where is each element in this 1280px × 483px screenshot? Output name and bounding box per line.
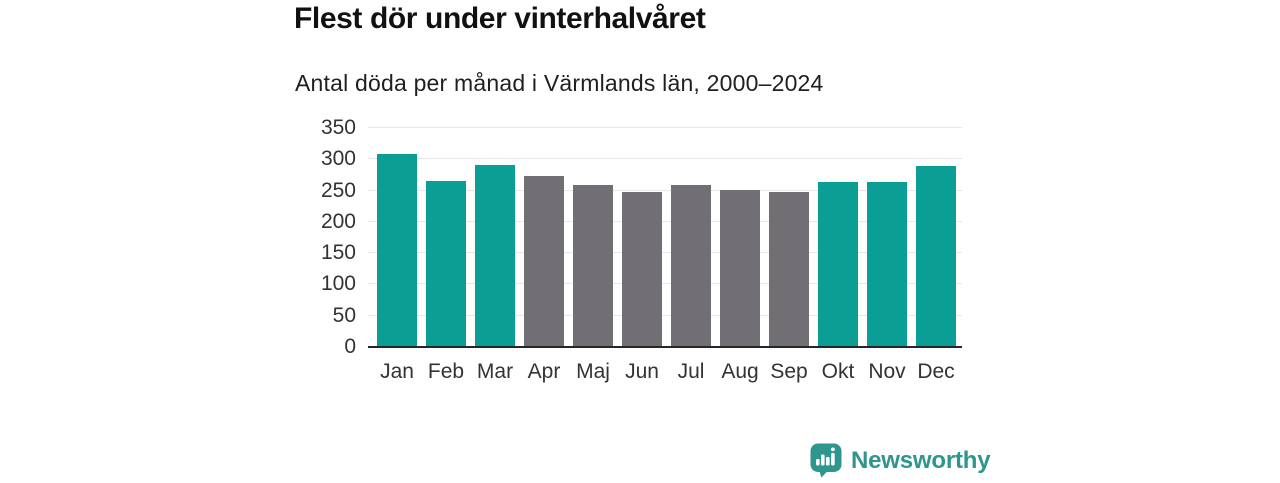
y-tick-label: 350 xyxy=(320,116,356,139)
y-tick-label: 150 xyxy=(320,241,356,265)
gridline xyxy=(368,158,962,160)
gridline xyxy=(368,252,962,254)
x-axis-line xyxy=(368,346,962,348)
bar-jan xyxy=(377,153,417,347)
x-tick-label: Feb xyxy=(427,360,465,383)
x-tick-label: Sep xyxy=(770,360,808,383)
newsworthy-wordmark: Newsworthy xyxy=(851,446,991,474)
x-tick-label: Apr xyxy=(527,360,561,383)
y-tick-label: 300 xyxy=(320,147,356,171)
x-tick-label: Maj xyxy=(576,360,610,383)
y-tick-label: 100 xyxy=(320,272,356,296)
newsworthy-speech-bubble-barchart-icon xyxy=(810,443,842,478)
y-tick-label: 0 xyxy=(344,335,356,358)
gridline xyxy=(368,283,962,285)
gridline xyxy=(368,314,962,316)
bar-jul xyxy=(671,184,711,347)
chart-title: Flest dör under vinterhalvåret xyxy=(294,2,706,35)
newsworthy-logo[interactable]: Newsworthy xyxy=(810,443,991,478)
gridline xyxy=(368,127,962,128)
bar-aug xyxy=(720,189,760,347)
gridline xyxy=(368,189,962,191)
x-tick-label: Nov xyxy=(868,360,906,383)
x-tick-label: Jul xyxy=(677,360,705,383)
y-tick-label: 200 xyxy=(320,209,356,233)
bar-nov xyxy=(867,181,907,347)
bar-dec xyxy=(916,166,956,347)
x-tick-label: Jan xyxy=(380,360,414,383)
bar-jun xyxy=(622,191,662,347)
y-tick-label: 250 xyxy=(320,178,356,202)
x-tick-label: Dec xyxy=(917,360,955,383)
bar-mar xyxy=(475,164,515,347)
x-tick-label: Jun xyxy=(625,360,659,383)
chart-subtitle: Antal döda per månad i Värmlands län, 20… xyxy=(295,70,824,96)
bar-apr xyxy=(524,175,564,347)
plot-area: 0 50 100 150 200 250 300 350 Jan Feb Mar Apr Maj Jun J… xyxy=(321,117,962,383)
bar-okt xyxy=(818,182,858,347)
x-tick-label: Okt xyxy=(821,360,855,383)
y-tick-label: 50 xyxy=(332,303,356,327)
gridline xyxy=(368,220,962,222)
bar-feb xyxy=(426,180,466,347)
bar-sep xyxy=(769,192,809,347)
x-tick-label: Aug xyxy=(721,360,759,383)
x-tick-label: Mar xyxy=(476,360,514,383)
bar-maj xyxy=(573,184,613,347)
